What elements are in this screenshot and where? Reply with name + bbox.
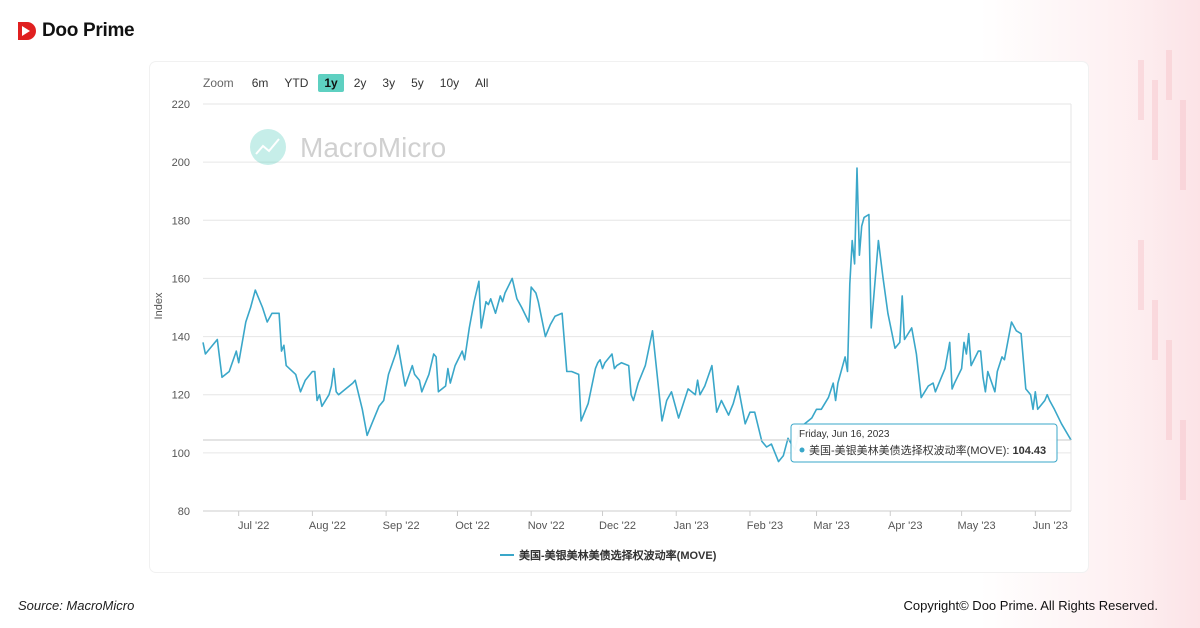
tooltip-separator: : xyxy=(1006,445,1012,457)
x-tick-label: Aug '22 xyxy=(309,520,346,532)
zoom-2y-button[interactable]: 2y xyxy=(353,76,367,90)
zoom-3y-button[interactable]: 3y xyxy=(382,76,396,90)
zoom-ytd-button[interactable]: YTD xyxy=(284,76,309,90)
legend-item-move[interactable]: 美国-美银美林美债选择权波动率(MOVE) xyxy=(519,548,717,562)
x-tick-label: Apr '23 xyxy=(888,520,923,532)
x-axis-ticks: Jul '22 Aug '22 Sep '22 Oct '22 Nov '22 Dec '… xyxy=(238,511,1068,532)
chart-grid xyxy=(203,103,1072,512)
zoom-1y-button[interactable]: 1y xyxy=(318,74,344,92)
tooltip-box xyxy=(790,423,1058,463)
series-line-move[interactable] xyxy=(202,167,1072,463)
tooltip-value: 104.43 xyxy=(1013,445,1047,457)
x-tick-label: Jun '23 xyxy=(1033,520,1068,532)
tooltip-series-name: 美国-美银美林美债选择权波动率(MOVE) xyxy=(809,443,1006,457)
zoom-all-button[interactable]: All xyxy=(475,76,489,90)
y-tick-label: 180 xyxy=(172,215,190,227)
y-tick-label: 220 xyxy=(172,99,190,111)
macromicro-watermark: MacroMicro xyxy=(250,129,446,165)
zoom-10y-button[interactable]: 10y xyxy=(439,76,460,90)
source-note: Source: MacroMicro xyxy=(18,598,135,613)
zoom-label: Zoom xyxy=(203,76,234,90)
x-tick-label: Mar '23 xyxy=(813,520,849,532)
brand-name: Doo Prime xyxy=(42,20,135,41)
x-tick-label: Sep '22 xyxy=(383,520,420,532)
watermark-text: MacroMicro xyxy=(300,132,446,163)
zoom-6m-button[interactable]: 6m xyxy=(251,76,269,90)
tooltip-series-row: 美国-美银美林美债选择权波动率(MOVE): 104.43 xyxy=(809,443,1046,457)
x-tick-label: Oct '22 xyxy=(455,520,490,532)
y-tick-label: 140 xyxy=(172,332,190,344)
zoom-5y-button[interactable]: 5y xyxy=(411,76,424,90)
zoom-bar: Zoom 6m YTD 1y 2y 3y 5y 10y All xyxy=(203,72,498,94)
y-tick-label: 100 xyxy=(172,448,190,460)
tooltip-series-marker-icon xyxy=(799,447,805,453)
x-tick-label: Dec '22 xyxy=(599,520,636,532)
chart-card xyxy=(150,62,1088,572)
doo-prime-logo-icon xyxy=(18,22,36,40)
y-tick-label: 120 xyxy=(172,390,190,402)
y-tick-label: 160 xyxy=(172,273,190,285)
y-tick-label: 200 xyxy=(172,157,190,169)
y-axis-label: Index xyxy=(153,292,165,319)
x-tick-label: Feb '23 xyxy=(747,520,783,532)
watermark-logo-line xyxy=(255,138,280,155)
y-tick-label: 80 xyxy=(178,506,190,518)
x-tick-label: Jul '22 xyxy=(238,520,269,532)
x-tick-label: May '23 xyxy=(958,520,996,532)
tooltip: Friday, Jun 16, 2023 美国-美银美林美债选择权波动率(MOV… xyxy=(790,423,1058,463)
copyright-notice: Copyright© Doo Prime. All Rights Reserve… xyxy=(903,598,1158,613)
x-tick-label: Nov '22 xyxy=(528,520,565,532)
x-tick-label: Jan '23 xyxy=(674,520,709,532)
tooltip-date: Friday, Jun 16, 2023 xyxy=(799,429,890,440)
macromicro-logo-icon xyxy=(250,129,286,165)
legend[interactable]: 美国-美银美林美债选择权波动率(MOVE) xyxy=(500,548,717,562)
brand: Doo Prime xyxy=(18,20,135,42)
candlestick-decoration-icon xyxy=(1138,50,1186,500)
y-axis-ticks: 80 100 120 140 160 180 200 220 xyxy=(172,99,190,518)
